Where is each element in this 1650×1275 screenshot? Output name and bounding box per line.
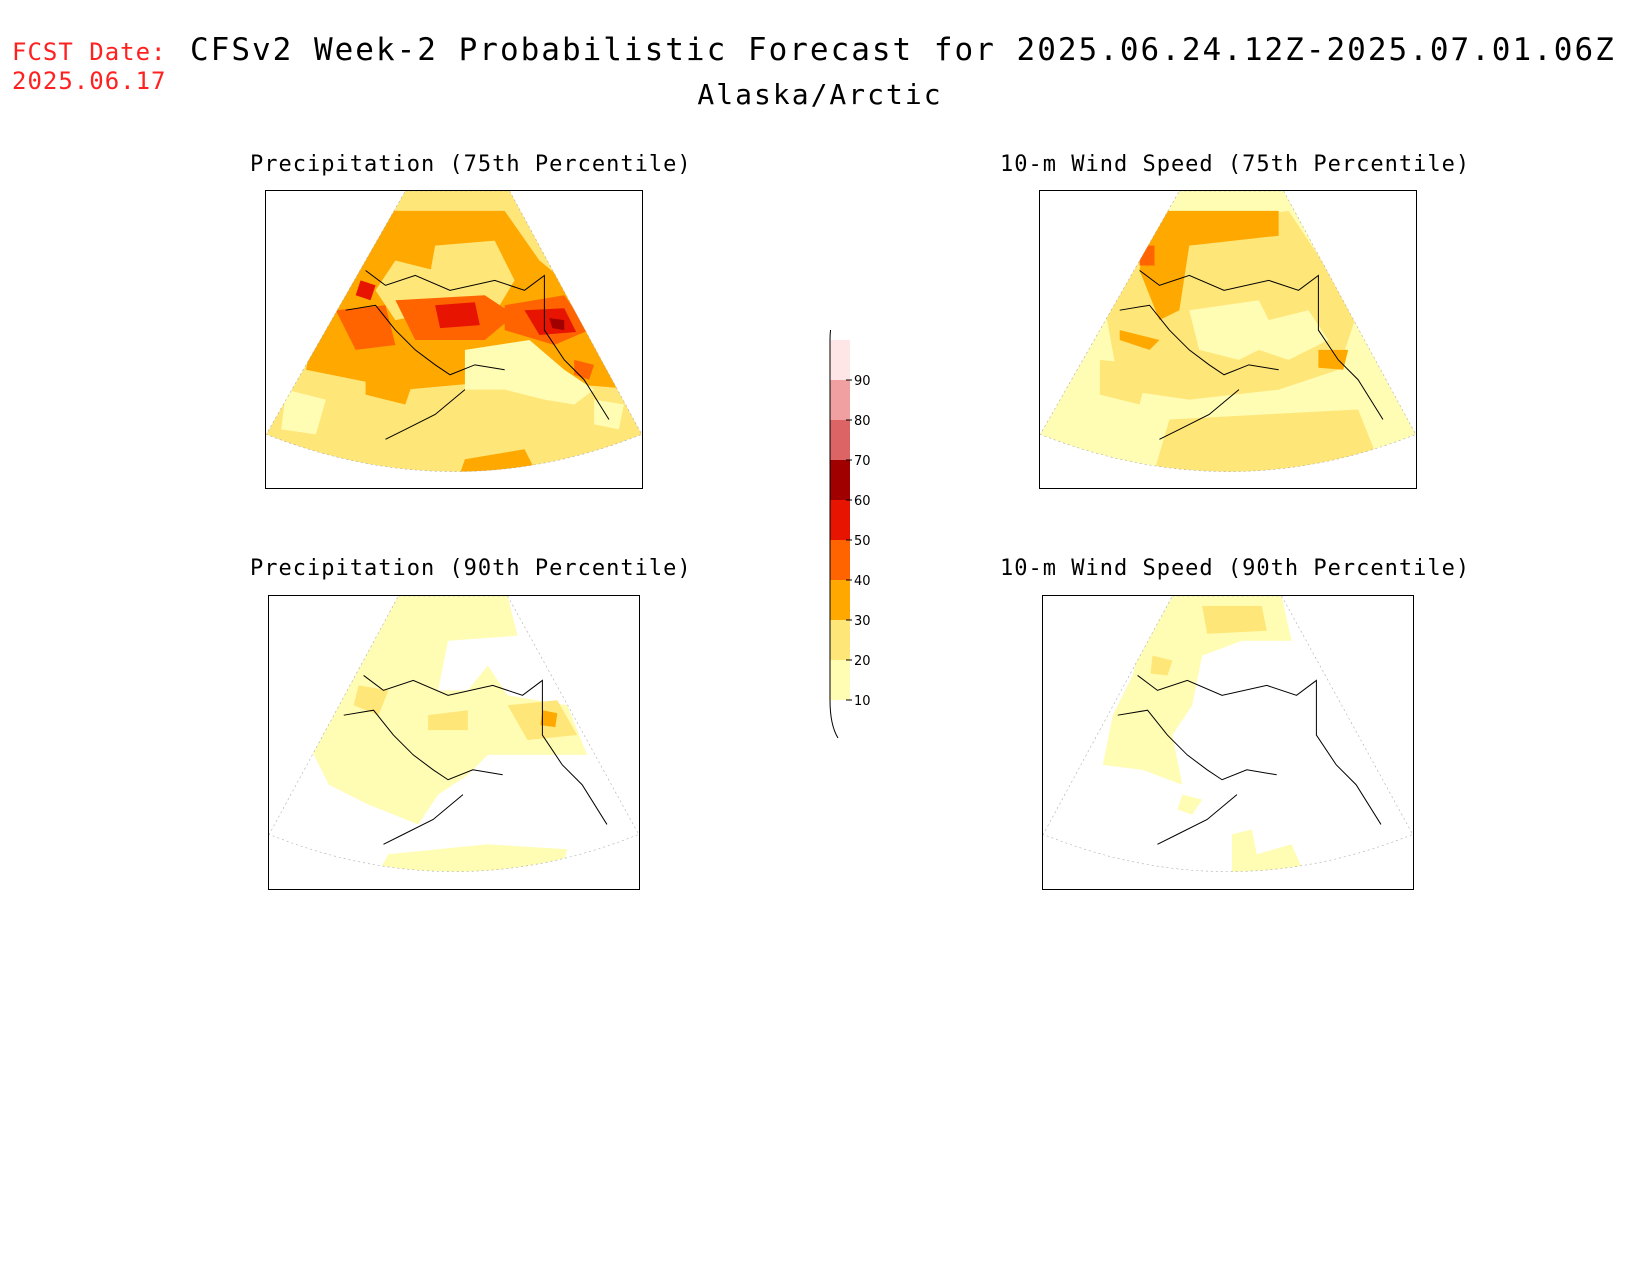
colorbar-label: 30 xyxy=(854,614,871,629)
colorbar-segment xyxy=(830,340,850,380)
colorbar-graphic: 10 20 30 40 50 60 70 80 90 xyxy=(829,301,871,739)
page-title: CFSv2 Week-2 Probabilistic Forecast for … xyxy=(190,32,1616,68)
map-wind-75-graphic xyxy=(1040,191,1416,472)
colorbar-label: 70 xyxy=(854,454,871,469)
colorbar-label: 40 xyxy=(854,574,871,589)
colorbar: 10 20 30 40 50 60 70 80 90 xyxy=(810,301,890,750)
colorbar-segment xyxy=(830,660,850,700)
region-subtitle: Alaska/Arctic xyxy=(697,78,943,111)
colorbar-segment xyxy=(830,580,850,620)
colorbar-segment xyxy=(830,460,850,500)
map-wind-90-graphic xyxy=(1043,596,1413,872)
colorbar-label: 50 xyxy=(854,534,871,549)
colorbar-segment xyxy=(830,620,850,660)
colorbar-label: 60 xyxy=(854,494,871,509)
colorbar-segment xyxy=(830,420,850,460)
colorbar-segment xyxy=(830,500,850,540)
map-precip-75 xyxy=(265,190,643,489)
forecast-date-block: FCST Date: 2025.06.17 xyxy=(12,38,167,96)
colorbar-segment xyxy=(830,540,850,580)
panel-title-wind-75: 10-m Wind Speed (75th Percentile) xyxy=(1000,152,1471,177)
panel-title-precip-90: Precipitation (90th Percentile) xyxy=(250,556,692,581)
map-precip-75-graphic xyxy=(266,191,642,472)
colorbar-label: 90 xyxy=(854,374,871,389)
forecast-date-value: 2025.06.17 xyxy=(12,67,167,95)
colorbar-label: 20 xyxy=(854,654,871,669)
map-precip-90 xyxy=(268,595,640,890)
forecast-date-label: FCST Date: xyxy=(12,38,167,66)
map-wind-90 xyxy=(1042,595,1414,890)
colorbar-low-tail xyxy=(830,700,850,738)
map-wind-75 xyxy=(1039,190,1417,489)
colorbar-label: 10 xyxy=(854,694,871,709)
colorbar-label: 80 xyxy=(854,414,871,429)
colorbar-segment xyxy=(830,380,850,420)
panel-title-precip-75: Precipitation (75th Percentile) xyxy=(250,152,692,177)
map-precip-90-graphic xyxy=(269,596,639,872)
panel-title-wind-90: 10-m Wind Speed (90th Percentile) xyxy=(1000,556,1471,581)
